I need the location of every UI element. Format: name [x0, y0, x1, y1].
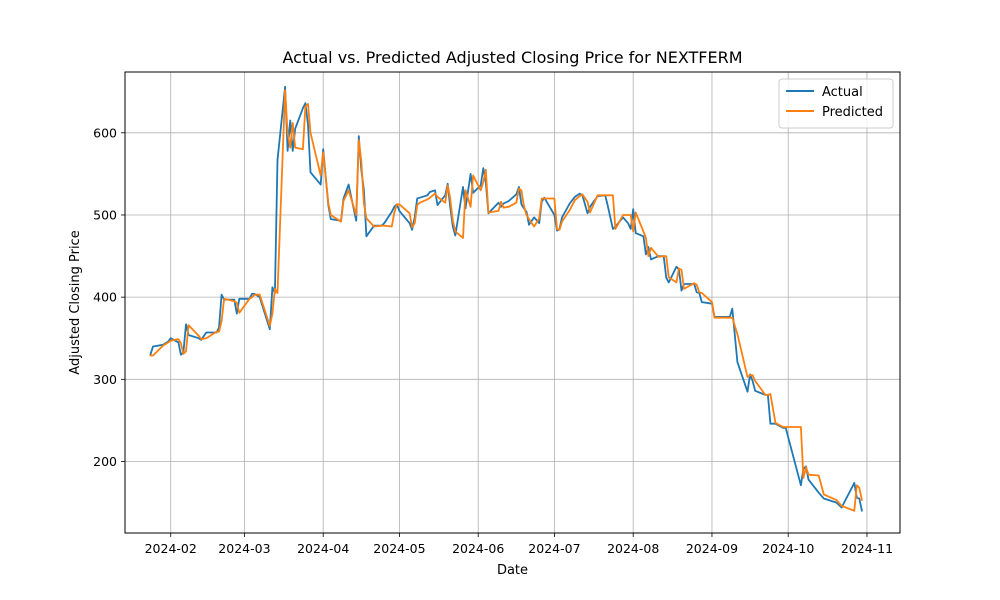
x-tick-label: 2024-09: [686, 541, 738, 556]
legend-label-actual: Actual: [822, 85, 863, 100]
y-tick-label: 600: [93, 125, 117, 140]
series-line-predicted: [149, 89, 863, 512]
x-tick-label: 2024-02: [145, 541, 197, 556]
x-tick-label: 2024-10: [762, 541, 814, 556]
legend-label-predicted: Predicted: [822, 105, 883, 120]
series-lines: [149, 85, 863, 512]
plot-frame: [124, 71, 901, 534]
y-tick-label: 500: [93, 207, 117, 222]
axis-ticks: 2024-02 2024-03 2024-04 2024-05 2024-06 2024-…: [93, 125, 893, 556]
x-tick-label: 2024-06: [452, 541, 504, 556]
x-tick-label: 2024-04: [297, 541, 349, 556]
y-tick-label: 400: [93, 290, 117, 305]
x-tick-label: 2024-03: [218, 541, 270, 556]
x-tick-label: 2024-05: [373, 541, 425, 556]
legend: Actual Predicted: [778, 78, 894, 129]
x-tick-label: 2024-11: [841, 541, 893, 556]
y-tick-label: 200: [93, 454, 117, 469]
y-axis-label: Adjusted Closing Price: [68, 230, 83, 374]
x-tick-label: 2024-07: [528, 541, 580, 556]
chart-title: Actual vs. Predicted Adjusted Closing Pr…: [282, 48, 742, 67]
x-axis-label: Date: [497, 563, 528, 578]
x-tick-label: 2024-08: [607, 541, 659, 556]
y-tick-label: 300: [93, 372, 117, 387]
